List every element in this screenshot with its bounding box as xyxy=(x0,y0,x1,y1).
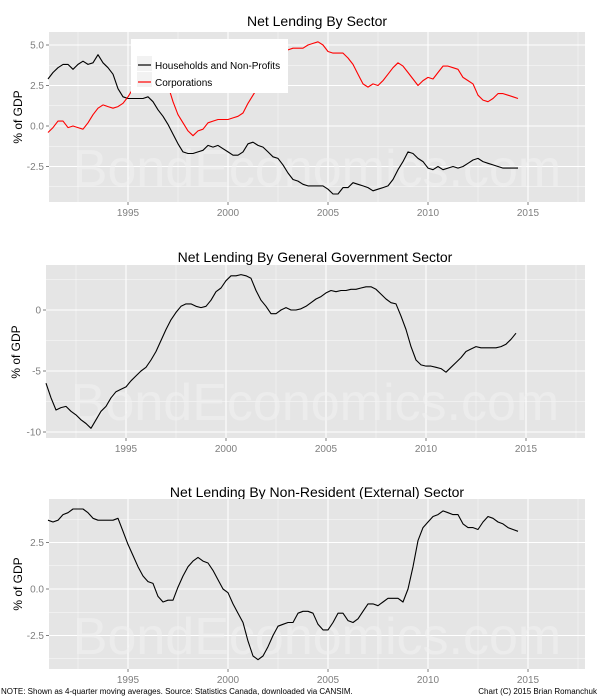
legend-label-corporations: Corporations xyxy=(155,78,212,89)
x-tick-label: 2010 xyxy=(417,208,440,219)
x-tick-label: 2000 xyxy=(217,208,240,219)
y-tick-label: 2.5 xyxy=(30,81,44,92)
y-axis-label: % of GDP xyxy=(11,90,25,143)
series-lines xyxy=(45,274,517,429)
series-line xyxy=(47,508,519,661)
x-axis-ticks: 1995 2000 2005 2010 2015 xyxy=(117,669,540,686)
y-axis-ticks: 5.0 2.5 0.0 -2.5 xyxy=(27,41,49,173)
y-tick-label: 0.0 xyxy=(30,585,44,596)
series-line xyxy=(45,274,517,429)
x-tick-label: 2005 xyxy=(317,208,340,219)
gridlines xyxy=(49,499,585,669)
panel-title: Net Lending By Non-Resident (External) S… xyxy=(170,484,464,500)
panel-external: Net Lending By Non-Resident (External) S… xyxy=(11,484,585,686)
plot-background xyxy=(49,499,585,669)
x-tick-label: 2015 xyxy=(517,675,540,686)
panel-title: Net Lending By Sector xyxy=(247,13,387,29)
y-tick-label: -5 xyxy=(32,367,41,378)
watermark: BondEconomics.com xyxy=(73,608,561,666)
x-tick-label: 1995 xyxy=(117,675,140,686)
legend: Households and Non-Profits Corporations xyxy=(131,39,288,93)
x-tick-label: 2010 xyxy=(415,444,438,455)
gridlines xyxy=(46,265,585,438)
y-tick-label: -10 xyxy=(27,428,42,439)
panel-sector: Net Lending By Sector BondEconomics.com … xyxy=(11,13,585,219)
series-lines xyxy=(47,508,519,661)
series-line xyxy=(47,54,518,195)
x-tick-label: 2000 xyxy=(217,675,240,686)
chart-credit: Chart (C) 2015 Brian Romanchuk xyxy=(478,687,598,696)
y-tick-label: 5.0 xyxy=(30,41,44,52)
x-tick-label: 2015 xyxy=(517,208,540,219)
y-tick-label: -2.5 xyxy=(27,162,45,173)
x-tick-label: 1995 xyxy=(117,208,140,219)
x-tick-label: 1995 xyxy=(115,444,138,455)
x-tick-label: 2005 xyxy=(317,675,340,686)
watermark: BondEconomics.com xyxy=(71,374,559,432)
y-axis-ticks: 2.5 0.0 -2.5 xyxy=(27,538,49,642)
plot-background xyxy=(46,265,585,438)
watermark: BondEconomics.com xyxy=(73,140,561,198)
y-tick-label: 0 xyxy=(35,306,41,317)
x-tick-label: 2005 xyxy=(315,444,338,455)
x-axis-ticks: 1995 2000 2005 2010 2015 xyxy=(115,438,538,455)
y-tick-label: -2.5 xyxy=(27,631,45,642)
x-tick-label: 2000 xyxy=(215,444,238,455)
panel-government: Net Lending By General Government Sector… xyxy=(9,249,585,455)
y-axis-label: % of GDP xyxy=(9,325,23,378)
y-axis-ticks: 0 -5 -10 xyxy=(27,306,46,439)
y-axis-label: % of GDP xyxy=(11,557,25,610)
x-tick-label: 2010 xyxy=(417,675,440,686)
x-axis-ticks: 1995 2000 2005 2010 2015 xyxy=(117,202,540,219)
legend-label-households: Households and Non-Profits xyxy=(155,61,280,72)
panel-title: Net Lending By General Government Sector xyxy=(178,249,453,265)
y-tick-label: 2.5 xyxy=(30,538,44,549)
x-tick-label: 2015 xyxy=(515,444,538,455)
y-tick-label: 0.0 xyxy=(30,122,44,133)
source-note: NOTE: Shown as 4-quarter moving averages… xyxy=(1,687,353,696)
